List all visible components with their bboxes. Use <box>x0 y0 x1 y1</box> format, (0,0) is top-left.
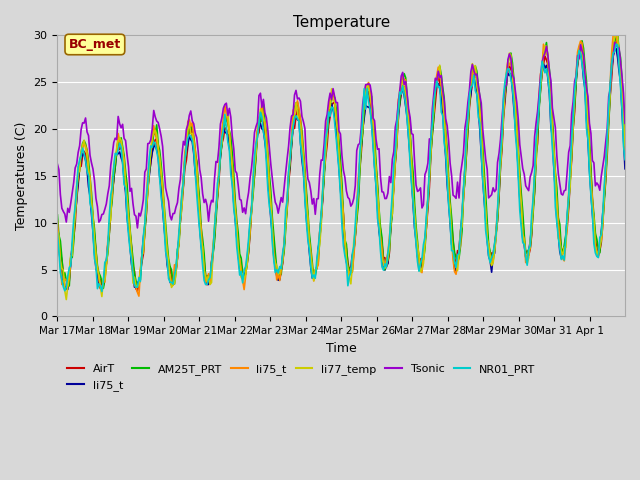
X-axis label: Time: Time <box>326 342 356 355</box>
Y-axis label: Temperatures (C): Temperatures (C) <box>15 122 28 230</box>
Legend: AirT, li75_t, AM25T_PRT, li75_t, li77_temp, Tsonic, NR01_PRT: AirT, li75_t, AM25T_PRT, li75_t, li77_te… <box>63 360 540 395</box>
Title: Temperature: Temperature <box>292 15 390 30</box>
Text: BC_met: BC_met <box>68 38 121 51</box>
